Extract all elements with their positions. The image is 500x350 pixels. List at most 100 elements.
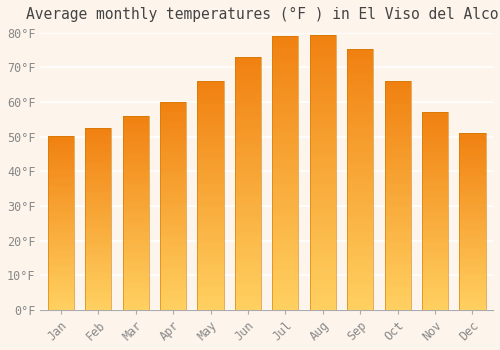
Bar xyxy=(310,161,336,164)
Bar xyxy=(85,241,112,243)
Bar xyxy=(347,96,374,99)
Bar xyxy=(235,70,261,72)
Bar xyxy=(198,120,224,122)
Bar xyxy=(310,202,336,205)
Bar xyxy=(198,250,224,253)
Bar xyxy=(235,211,261,214)
Bar xyxy=(422,209,448,211)
Bar xyxy=(347,284,374,286)
Bar xyxy=(235,269,261,272)
Bar xyxy=(272,142,298,145)
Bar xyxy=(460,154,485,156)
Bar xyxy=(310,100,336,103)
Bar xyxy=(310,87,336,90)
Bar xyxy=(160,146,186,148)
Bar xyxy=(122,124,149,126)
Bar xyxy=(422,205,448,207)
Bar xyxy=(272,285,298,288)
Bar xyxy=(347,138,374,140)
Bar xyxy=(122,238,149,240)
Bar xyxy=(422,170,448,172)
Bar xyxy=(422,300,448,302)
Bar xyxy=(235,239,261,241)
Bar xyxy=(122,156,149,159)
Bar xyxy=(160,301,186,303)
Bar xyxy=(198,150,224,152)
Bar xyxy=(384,278,410,280)
Bar xyxy=(310,258,336,260)
Bar xyxy=(122,211,149,213)
Bar xyxy=(122,191,149,194)
Bar xyxy=(160,167,186,168)
Bar xyxy=(384,159,410,161)
Bar xyxy=(310,114,336,117)
Bar xyxy=(122,209,149,211)
Bar xyxy=(48,252,74,254)
Bar xyxy=(460,262,485,264)
Bar xyxy=(422,306,448,308)
Bar xyxy=(422,237,448,239)
Bar xyxy=(347,127,374,130)
Bar xyxy=(48,225,74,226)
Bar xyxy=(384,182,410,184)
Bar xyxy=(85,170,112,172)
Bar xyxy=(384,81,410,84)
Bar xyxy=(48,180,74,181)
Bar xyxy=(85,224,112,226)
Bar xyxy=(460,197,485,198)
Bar xyxy=(347,273,374,276)
Bar xyxy=(198,225,224,228)
Bar xyxy=(160,131,186,133)
Bar xyxy=(122,253,149,256)
Bar xyxy=(422,248,448,251)
Bar xyxy=(122,168,149,170)
Bar xyxy=(310,236,336,238)
Bar xyxy=(122,236,149,238)
Bar xyxy=(85,212,112,214)
Bar xyxy=(160,108,186,110)
Bar xyxy=(235,103,261,105)
Bar xyxy=(198,196,224,198)
Bar xyxy=(422,122,448,124)
Bar xyxy=(122,252,149,253)
Bar xyxy=(384,266,410,268)
Bar xyxy=(48,296,74,298)
Bar xyxy=(235,229,261,231)
Bar xyxy=(310,122,336,125)
Bar xyxy=(198,88,224,90)
Bar xyxy=(384,262,410,264)
Bar xyxy=(347,119,374,122)
Bar xyxy=(347,75,374,78)
Bar xyxy=(310,307,336,310)
Bar xyxy=(422,284,448,286)
Bar xyxy=(48,136,74,310)
Bar xyxy=(160,175,186,177)
Bar xyxy=(272,255,298,258)
Bar xyxy=(272,167,298,170)
Bar xyxy=(272,211,298,214)
Bar xyxy=(422,156,448,158)
Bar xyxy=(235,295,261,297)
Bar xyxy=(310,252,336,255)
Bar xyxy=(272,69,298,71)
Bar xyxy=(460,287,485,288)
Bar xyxy=(272,63,298,66)
Bar xyxy=(235,292,261,295)
Bar xyxy=(422,278,448,280)
Bar xyxy=(347,304,374,307)
Bar xyxy=(235,234,261,237)
Bar xyxy=(347,302,374,304)
Bar xyxy=(122,242,149,244)
Bar xyxy=(85,152,112,153)
Bar xyxy=(85,308,112,310)
Bar xyxy=(460,147,485,149)
Bar xyxy=(347,237,374,239)
Bar xyxy=(122,215,149,217)
Bar xyxy=(422,126,448,128)
Bar xyxy=(347,224,374,226)
Bar xyxy=(160,293,186,295)
Bar xyxy=(384,273,410,275)
Bar xyxy=(422,148,448,150)
Bar xyxy=(422,241,448,243)
Bar xyxy=(460,237,485,239)
